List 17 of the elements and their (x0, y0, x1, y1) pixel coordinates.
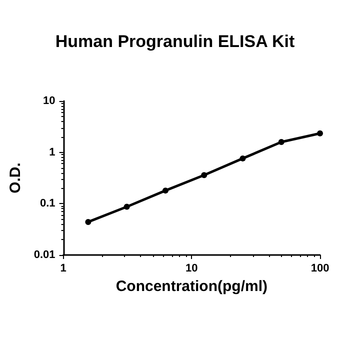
x-axis-title: Concentration(pg/ml) (116, 278, 268, 295)
point (278, 138, 284, 145)
y-tick-label: 0.01 (34, 249, 56, 261)
point (240, 155, 246, 162)
point (317, 130, 323, 136)
point (201, 172, 208, 178)
point (85, 218, 92, 225)
y-tick-label: 0.1 (40, 198, 56, 210)
x-tick-label: 100 (310, 262, 330, 274)
y-axis-title: O.D. (7, 162, 24, 194)
x-tick-label: 10 (186, 262, 198, 274)
y-tick-label: 1 (49, 146, 56, 158)
chart-title: Human Progranulin ELISA Kit (55, 32, 295, 51)
y-tick-label: 10 (43, 95, 56, 107)
x-tick-label: 1 (60, 262, 66, 274)
point (124, 204, 130, 210)
point (162, 188, 168, 194)
